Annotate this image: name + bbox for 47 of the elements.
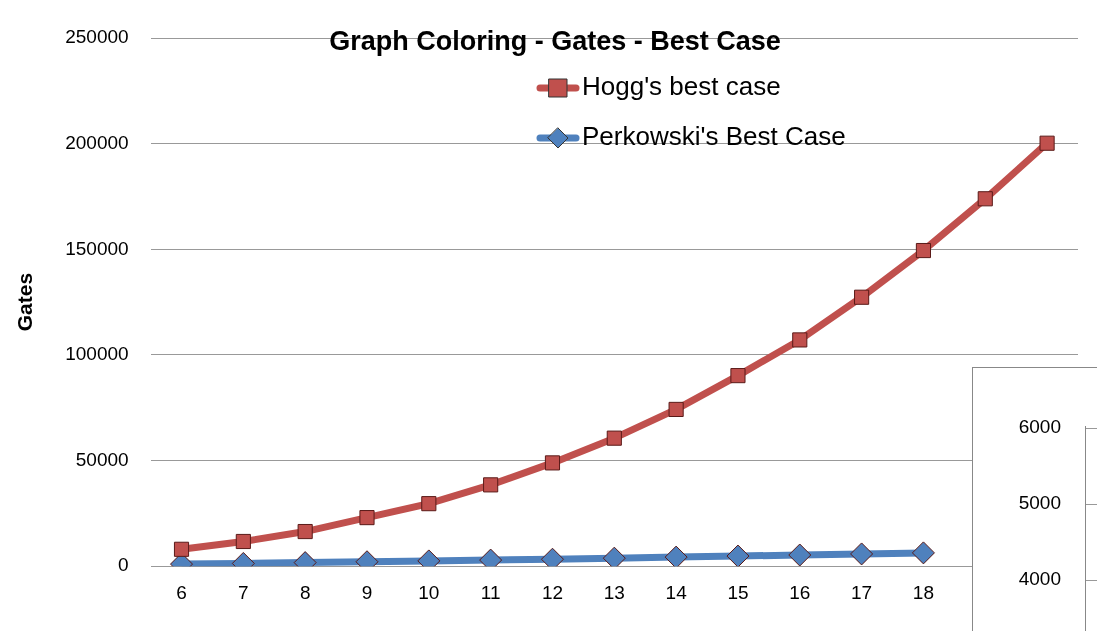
y-tick-label: 50000 bbox=[75, 448, 129, 470]
text: 4000 bbox=[1018, 568, 1061, 590]
point bbox=[1039, 135, 1055, 151]
x-tick-label: 11 bbox=[480, 581, 501, 603]
chart-title: Graph Coloring - Gates - Best Case bbox=[329, 26, 781, 57]
x-tick-label: 18 bbox=[912, 581, 934, 603]
point bbox=[788, 543, 812, 567]
x-tick-label: 15 bbox=[727, 581, 749, 603]
x-tick-label: 17 bbox=[851, 581, 873, 603]
point bbox=[915, 242, 932, 259]
x-tick-label: 13 bbox=[603, 581, 625, 603]
point bbox=[544, 455, 561, 471]
x-tick-label: 16 bbox=[789, 581, 811, 603]
point bbox=[850, 542, 874, 566]
point bbox=[606, 430, 622, 446]
point bbox=[483, 477, 499, 493]
x-tick-label: 7 bbox=[238, 581, 249, 603]
point bbox=[668, 401, 684, 417]
legend-label: Perkowski's Best Case bbox=[582, 121, 846, 152]
y-tick-label: 250000 bbox=[65, 26, 129, 48]
point bbox=[726, 544, 750, 567]
point bbox=[854, 289, 870, 305]
y-tick-label: 0 bbox=[118, 554, 129, 576]
legend-label: Hogg's best case bbox=[582, 71, 781, 102]
point bbox=[792, 332, 808, 348]
point bbox=[173, 541, 190, 557]
x-tick-label: 10 bbox=[418, 581, 440, 603]
x-tick-label: 14 bbox=[665, 581, 688, 603]
y-tick-label: 100000 bbox=[65, 343, 129, 365]
point bbox=[297, 523, 313, 540]
point bbox=[235, 533, 251, 550]
x-tick-label: 6 bbox=[176, 581, 187, 603]
point bbox=[421, 496, 437, 512]
point bbox=[977, 191, 993, 207]
point bbox=[602, 546, 626, 567]
x-tick-label: 12 bbox=[541, 581, 564, 603]
y-axis-title: Gates bbox=[13, 272, 37, 332]
annotation: 5000 bbox=[1018, 492, 1061, 514]
point bbox=[911, 541, 935, 565]
x-tick-label: 9 bbox=[361, 581, 373, 603]
point bbox=[730, 368, 746, 384]
point bbox=[664, 545, 688, 567]
y-tick-label: 200000 bbox=[65, 131, 129, 153]
y-tick-label: 150000 bbox=[65, 237, 129, 259]
annotation: 6000 bbox=[1018, 416, 1061, 438]
point bbox=[359, 510, 375, 526]
x-tick-label: 8 bbox=[299, 581, 311, 603]
